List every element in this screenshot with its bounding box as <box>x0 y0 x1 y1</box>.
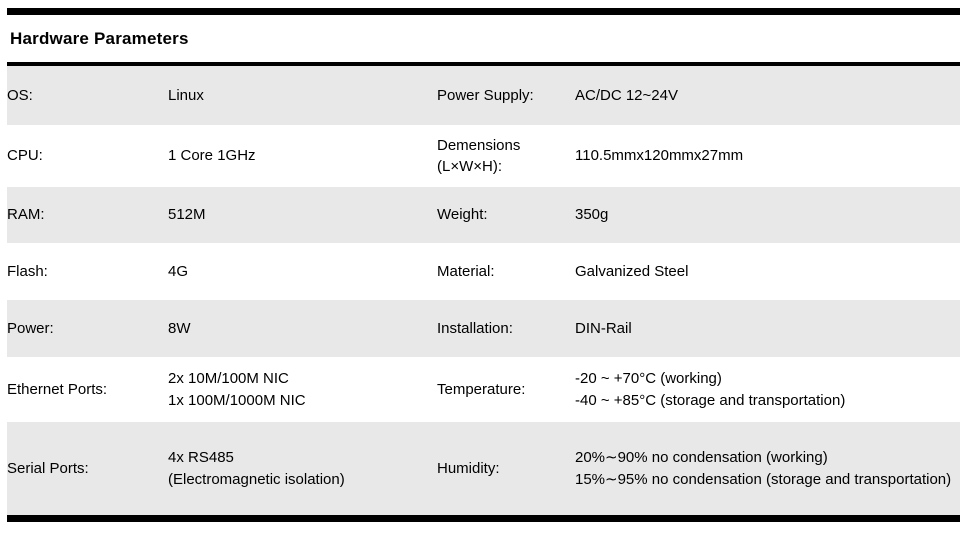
spec-sheet: Hardware Parameters OS: Linux Power Supp… <box>7 8 960 522</box>
param-label: Humidity: <box>437 459 500 477</box>
param-label: Material: <box>437 262 495 280</box>
table-row: OS: Linux Power Supply: AC/DC 12~24V <box>7 66 960 125</box>
param-label: RAM: <box>7 206 45 224</box>
param-label: Installation: <box>437 319 513 337</box>
table-row: Ethernet Ports: 2x 10M/100M NIC 1x 100M/… <box>7 357 960 422</box>
param-value: AC/DC 12~24V <box>575 86 678 104</box>
param-value: 110.5mmx120mmx27mm <box>575 147 744 165</box>
bottom-rule <box>7 515 960 522</box>
param-value: 1 Core 1GHz <box>168 147 256 165</box>
table-row: RAM: 512M Weight: 350g <box>7 187 960 243</box>
param-value: 2x 10M/100M NIC 1x 100M/1000M NIC <box>168 370 306 409</box>
top-rule <box>7 8 960 15</box>
param-value: Linux <box>168 86 204 104</box>
param-value: DIN-Rail <box>575 319 632 337</box>
param-value: -20 ~ +70°C (working) -40 ~ +85°C (stora… <box>575 370 846 409</box>
param-label: Flash: <box>7 262 48 280</box>
param-value: 512M <box>168 206 206 224</box>
header-rule <box>7 62 960 66</box>
table-row: CPU: 1 Core 1GHz Demensions (L×W×H): 110… <box>7 125 960 187</box>
param-label: Power: <box>7 319 54 337</box>
table-row: Power: 8W Installation: DIN-Rail <box>7 300 960 357</box>
param-label: Temperature: <box>437 380 526 398</box>
hardware-parameters-table: OS: Linux Power Supply: AC/DC 12~24V CPU… <box>7 66 960 515</box>
table-row: Serial Ports: 4x RS485 (Electromagnetic … <box>7 422 960 515</box>
param-label: Serial Ports: <box>7 459 89 477</box>
param-value: 8W <box>168 319 191 337</box>
param-value: 4x RS485 (Electromagnetic isolation) <box>168 449 345 488</box>
param-label: OS: <box>7 86 33 104</box>
param-label: Ethernet Ports: <box>7 380 108 398</box>
param-value: Galvanized Steel <box>575 262 689 280</box>
param-label: Power Supply: <box>437 86 534 104</box>
param-label: Weight: <box>437 206 488 224</box>
table-row: Flash: 4G Material: Galvanized Steel <box>7 243 960 300</box>
param-value: 20%∼90% no condensation (working) 15%∼95… <box>575 449 952 488</box>
section-title: Hardware Parameters <box>10 29 189 48</box>
param-value: 4G <box>168 262 189 280</box>
param-value: 350g <box>575 206 609 224</box>
param-label: CPU: <box>7 147 43 165</box>
param-label: Demensions (L×W×H): <box>437 136 521 175</box>
